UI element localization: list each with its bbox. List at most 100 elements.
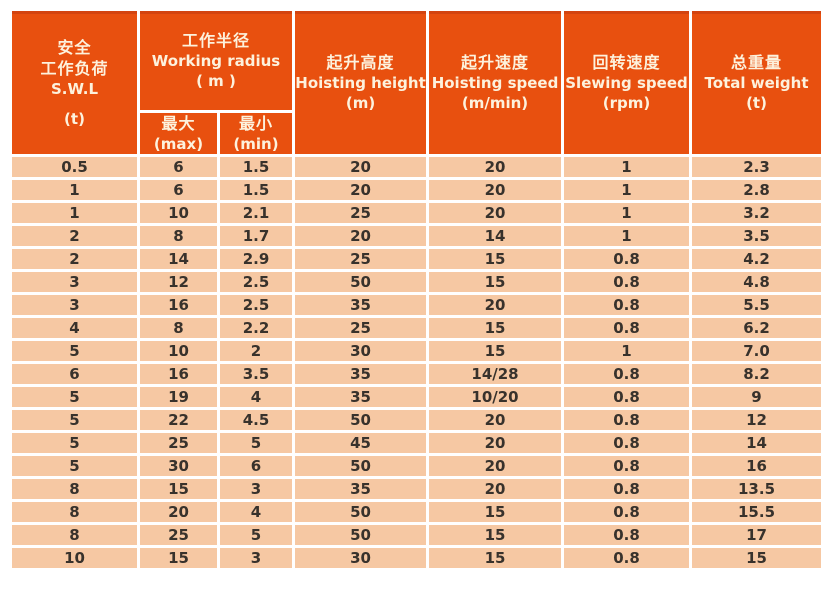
swl-label-zh-2: 工作负荷: [40, 58, 109, 78]
table-cell: 50: [292, 407, 430, 433]
table-cell: 20: [292, 177, 430, 203]
table-cell: 20: [426, 407, 565, 433]
table-cell: 0.8: [561, 315, 693, 341]
table-cell: 2.2: [216, 315, 296, 341]
table-cell: 20: [292, 223, 430, 249]
table-cell: 50: [292, 522, 430, 548]
table-cell: 19: [137, 384, 220, 410]
table-row: 8 25 5 50 15 0.8 17: [9, 522, 825, 548]
table-cell: 6: [216, 453, 296, 479]
table-row: 5 30 6 50 20 0.8 16: [9, 453, 825, 479]
table-row: 4 8 2.2 25 15 0.8 6.2: [9, 315, 825, 341]
col-header-swl: 安全 工作负荷 S.W.L (t): [9, 8, 140, 157]
table-cell: 16: [137, 361, 220, 387]
table-cell: 15: [137, 545, 220, 571]
table-cell: 4.5: [216, 407, 296, 433]
table-cell: 1.5: [216, 177, 296, 203]
table-cell: 0.8: [561, 246, 693, 272]
slewing-speed-label-en: Slewing speed: [565, 74, 688, 92]
table-cell: 4.2: [689, 246, 825, 272]
table-cell: 25: [137, 430, 220, 456]
table-row: 3 12 2.5 50 15 0.8 4.8: [9, 269, 825, 295]
table-cell: 0.8: [561, 545, 693, 571]
table-cell: 16: [689, 453, 825, 479]
table-row: 10 15 3 30 15 0.8 15: [9, 545, 825, 571]
table-cell: 8: [137, 223, 220, 249]
table-cell: 17: [689, 522, 825, 548]
table-cell: 15: [137, 476, 220, 502]
table-cell: 3: [9, 269, 140, 295]
col-header-radius-min: 最小 (min): [216, 110, 296, 157]
table-cell: 1: [561, 223, 693, 249]
table-cell: 2.9: [216, 246, 296, 272]
table-cell: 8: [9, 499, 140, 525]
table-cell: 30: [292, 545, 430, 571]
table-cell: 1: [561, 154, 693, 180]
col-header-radius-max: 最大 (max): [137, 110, 220, 157]
radius-min-label-zh: 最小: [239, 114, 274, 134]
table-cell: 15: [689, 545, 825, 571]
table-cell: 35: [292, 361, 430, 387]
hoisting-speed-label-en: Hoisting speed: [431, 74, 559, 92]
table-cell: 1: [9, 200, 140, 226]
table-cell: 13.5: [689, 476, 825, 502]
table-cell: 3: [216, 476, 296, 502]
table-cell: 3: [9, 292, 140, 318]
table-row: 0.5 6 1.5 20 20 1 2.3: [9, 154, 825, 180]
table-cell: 20: [426, 453, 565, 479]
table-cell: 2.1: [216, 200, 296, 226]
table-cell: 12: [137, 269, 220, 295]
table-row: 5 19 4 35 10/20 0.8 9: [9, 384, 825, 410]
table-cell: 0.8: [561, 407, 693, 433]
table-cell: 2.5: [216, 292, 296, 318]
table-cell: 15: [426, 545, 565, 571]
crane-spec-table: 安全 工作负荷 S.W.L (t) 工作半径 Working radius ( …: [9, 8, 825, 571]
swl-unit: (t): [64, 109, 85, 128]
table-cell: 15: [426, 269, 565, 295]
table-row: 2 8 1.7 20 14 1 3.5: [9, 223, 825, 249]
table-cell: 45: [292, 430, 430, 456]
table-cell: 4: [216, 384, 296, 410]
table-cell: 2.3: [689, 154, 825, 180]
table-cell: 10: [137, 338, 220, 364]
table-cell: 10/20: [426, 384, 565, 410]
table-cell: 25: [137, 522, 220, 548]
table-row: 8 15 3 35 20 0.8 13.5: [9, 476, 825, 502]
table-cell: 6: [137, 154, 220, 180]
table-cell: 15: [426, 499, 565, 525]
table-cell: 1: [561, 338, 693, 364]
table-cell: 1.5: [216, 154, 296, 180]
table-cell: 15: [426, 522, 565, 548]
table-cell: 2.5: [216, 269, 296, 295]
table-cell: 6: [137, 177, 220, 203]
total-weight-label-en: Total weight: [704, 74, 809, 92]
table-cell: 20: [292, 154, 430, 180]
table-cell: 5: [9, 384, 140, 410]
table-cell: 14: [689, 430, 825, 456]
table-cell: 5: [216, 522, 296, 548]
table-cell: 25: [292, 315, 430, 341]
col-header-total-weight: 总重量 Total weight (t): [689, 8, 825, 157]
table-cell: 3.5: [689, 223, 825, 249]
table-cell: 0.8: [561, 499, 693, 525]
table-cell: 35: [292, 384, 430, 410]
hoisting-height-label-zh: 起升高度: [326, 53, 395, 72]
table-cell: 1: [561, 200, 693, 226]
table-cell: 15: [426, 246, 565, 272]
radius-max-label-en: (max): [153, 135, 204, 153]
table-cell: 50: [292, 453, 430, 479]
table-cell: 0.8: [561, 522, 693, 548]
swl-label-en: S.W.L: [50, 79, 99, 98]
table-cell: 50: [292, 269, 430, 295]
col-header-hoisting-speed: 起升速度 Hoisting speed (m/min): [426, 8, 565, 157]
table-cell: 15: [426, 315, 565, 341]
table-cell: 5: [216, 430, 296, 456]
table-cell: 20: [426, 430, 565, 456]
table-cell: 5: [9, 338, 140, 364]
table-cell: 9: [689, 384, 825, 410]
radius-min-label-en: (min): [233, 135, 279, 153]
table-cell: 6.2: [689, 315, 825, 341]
table-cell: 14: [137, 246, 220, 272]
table-cell: 1.7: [216, 223, 296, 249]
table-cell: 16: [137, 292, 220, 318]
